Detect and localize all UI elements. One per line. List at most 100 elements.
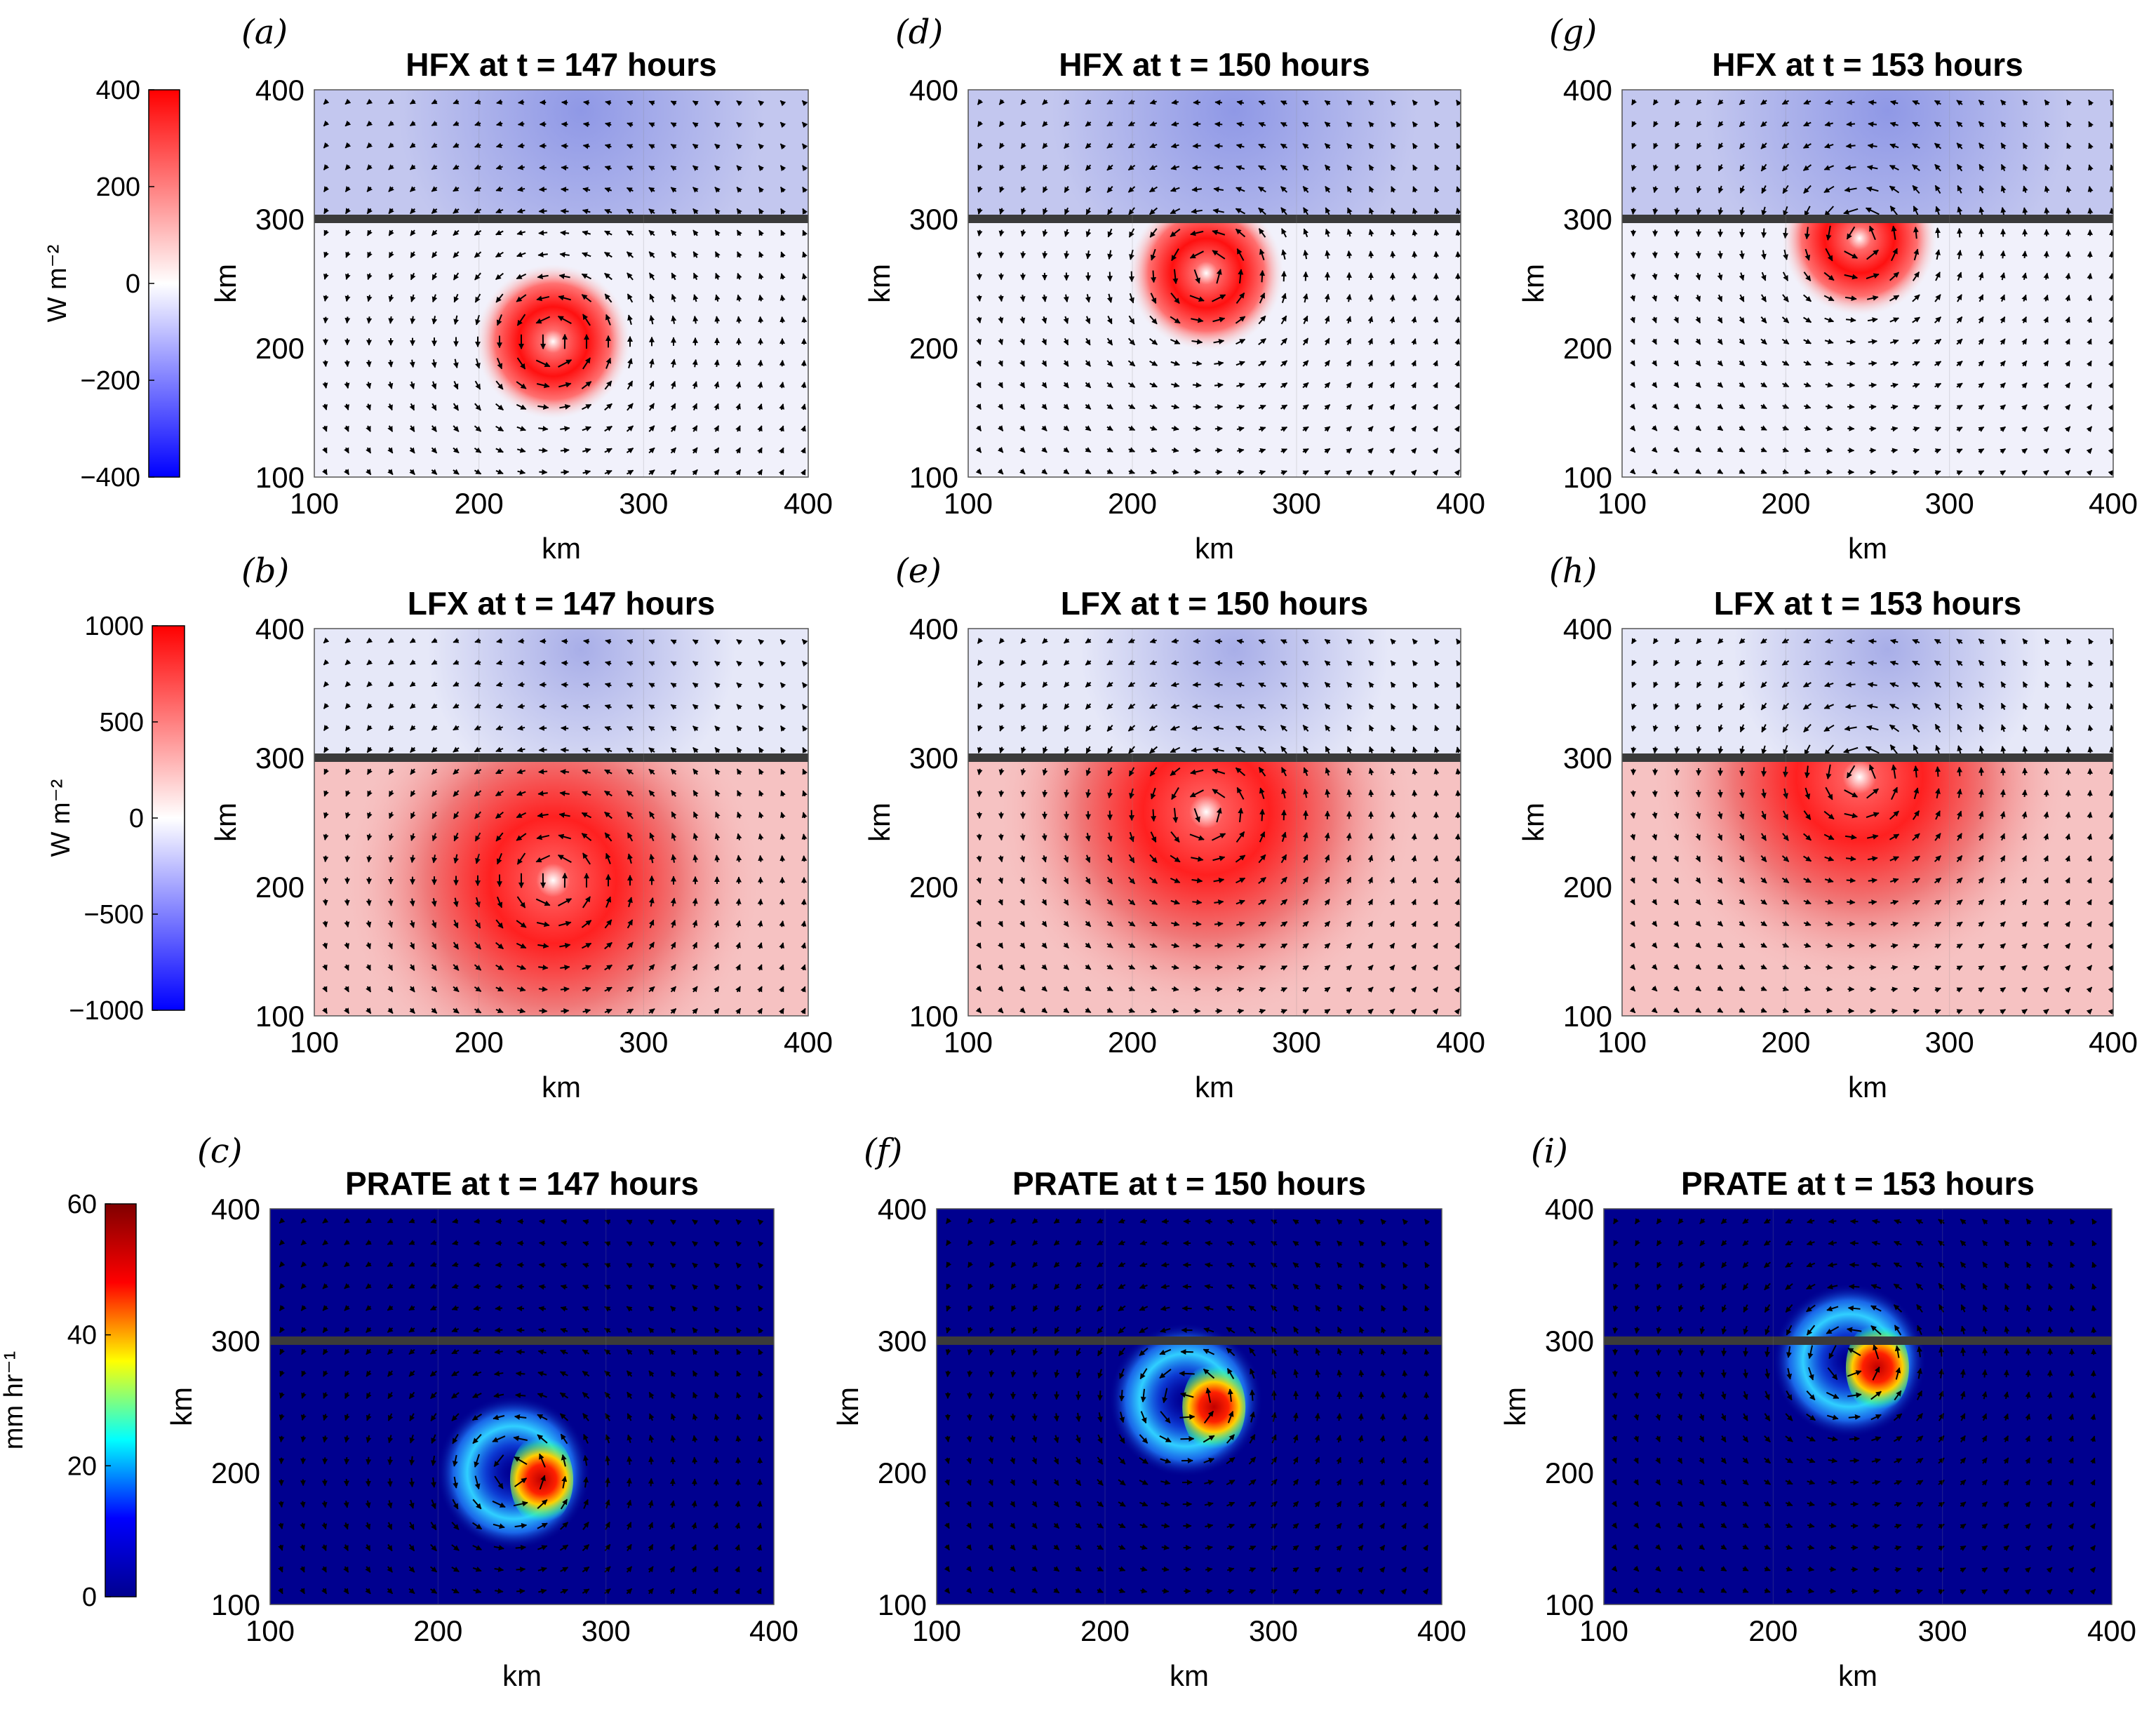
coastline (1622, 215, 2113, 223)
wind-vector (1846, 638, 1855, 644)
wind-vector (1180, 1435, 1195, 1442)
wind-vector (431, 272, 438, 281)
wind-vector (604, 403, 612, 411)
wind-vector (495, 469, 504, 475)
wind-vector (496, 314, 502, 326)
wind-vector (538, 1284, 546, 1290)
wind-vector (582, 314, 591, 326)
x-tick-label: 400 (2087, 1614, 2136, 1647)
wind-vector (561, 469, 570, 476)
wind-vector (560, 426, 570, 432)
panel-label: (f) (864, 1132, 902, 1171)
wind-vector (988, 1414, 994, 1421)
wind-vector (779, 447, 784, 454)
wind-vector (2047, 1369, 2053, 1377)
wind-vector (1699, 1348, 1706, 1357)
wind-vector (474, 121, 481, 126)
y-axis-label: km (1499, 1387, 1532, 1426)
wind-vector (582, 208, 591, 215)
field (968, 629, 1461, 1016)
colorbar-tick-label: 0 (82, 1583, 97, 1612)
x-tick-label: 400 (784, 1026, 833, 1059)
wind-vector (714, 359, 720, 368)
wind-vector (1935, 227, 1941, 239)
wind-vector (1828, 1501, 1837, 1507)
wind-vector (649, 315, 655, 325)
wind-vector (537, 251, 548, 257)
colorbar-tick-label: 40 (67, 1321, 97, 1351)
wind-vector (670, 469, 677, 476)
wind-vector (1368, 250, 1374, 259)
wind-vector (801, 920, 807, 927)
wind-vector (536, 295, 550, 302)
wind-vector (1678, 1348, 1684, 1356)
panel-title: HFX at t = 150 hours (1059, 46, 1370, 83)
wind-vector (758, 251, 764, 258)
wind-vector (604, 469, 612, 476)
wind-vector (1380, 1369, 1386, 1377)
colorbar-tick-label: 400 (96, 76, 140, 105)
wind-vector (626, 166, 634, 171)
wind-vector (1845, 142, 1856, 149)
wind-vector (669, 1478, 676, 1487)
wind-vector (2000, 250, 2006, 259)
wind-vector (2108, 251, 2113, 258)
wind-vector (431, 469, 438, 476)
wind-vector (321, 469, 328, 476)
colorbar-tick-label: −500 (83, 900, 144, 930)
y-tick-label: 200 (909, 871, 958, 904)
wind-vector (648, 447, 655, 454)
wind-vector (757, 469, 763, 476)
wind-vector (366, 403, 371, 411)
y-tick-label: 400 (1563, 612, 1612, 645)
wind-vector (1097, 1390, 1104, 1401)
wind-vector (410, 229, 416, 236)
wind-vector (1214, 143, 1223, 149)
wind-vector (1739, 768, 1746, 777)
wind-vector (516, 1588, 525, 1595)
wind-vector (648, 229, 655, 236)
wind-vector (801, 403, 807, 410)
wind-vector (582, 230, 591, 236)
y-tick-label: 400 (909, 612, 958, 645)
wind-vector (1677, 1369, 1683, 1378)
wind-vector (345, 273, 351, 280)
wind-vector (1214, 965, 1223, 971)
x-tick-label: 300 (1918, 1614, 1967, 1647)
y-tick-label: 100 (909, 461, 958, 494)
y-tick-label: 400 (1545, 1193, 1594, 1226)
wind-vector (516, 1567, 526, 1573)
wind-vector (692, 358, 698, 368)
wind-vector (1192, 920, 1202, 927)
wind-vector (1271, 1390, 1278, 1400)
wind-vector (627, 403, 634, 411)
wind-vector (536, 382, 550, 389)
wind-vector (604, 425, 612, 432)
wind-vector (692, 315, 699, 324)
wind-vector (1346, 789, 1353, 798)
wind-vector (387, 403, 393, 411)
wind-vector (648, 1477, 654, 1487)
wind-vector (692, 100, 699, 107)
wind-vector (344, 855, 351, 863)
wind-vector (757, 425, 763, 432)
wind-vector (1402, 1369, 1408, 1377)
wind-vector (780, 229, 786, 236)
wind-vector (323, 229, 329, 236)
wind-vector (735, 1500, 741, 1508)
colorbar-tick-label: −200 (80, 366, 140, 396)
wind-vector (344, 403, 349, 410)
wind-vector (431, 403, 437, 411)
panel-title: PRATE at t = 150 hours (1012, 1165, 1366, 1202)
wind-vector (344, 208, 351, 215)
wind-vector (453, 164, 460, 170)
wind-vector (802, 165, 808, 172)
wind-vector (802, 208, 808, 215)
wind-vector (2087, 207, 2094, 215)
coastline (314, 753, 808, 762)
wind-vector (1193, 447, 1201, 453)
wind-vector (474, 251, 482, 258)
y-axis-label: km (1517, 264, 1550, 303)
wind-vector (648, 469, 655, 476)
